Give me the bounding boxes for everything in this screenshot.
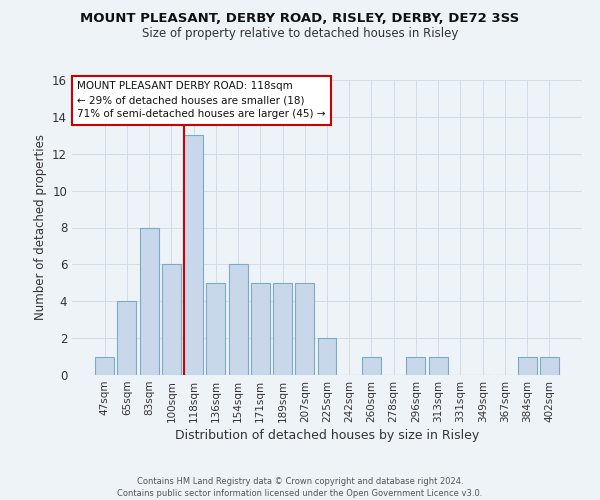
Bar	[229, 264, 248, 375]
Text: MOUNT PLEASANT DERBY ROAD: 118sqm
← 29% of detached houses are smaller (18)
71% : MOUNT PLEASANT DERBY ROAD: 118sqm ← 29% …	[77, 82, 326, 120]
Bar	[540, 356, 559, 375]
Bar	[429, 356, 448, 375]
X-axis label: Distribution of detached houses by size in Risley: Distribution of detached houses by size …	[175, 429, 479, 442]
Y-axis label: Number of detached properties: Number of detached properties	[34, 134, 47, 320]
Bar	[295, 283, 314, 375]
Text: Contains HM Land Registry data © Crown copyright and database right 2024.
Contai: Contains HM Land Registry data © Crown c…	[118, 476, 482, 498]
Text: MOUNT PLEASANT, DERBY ROAD, RISLEY, DERBY, DE72 3SS: MOUNT PLEASANT, DERBY ROAD, RISLEY, DERB…	[80, 12, 520, 26]
Bar	[518, 356, 536, 375]
Bar	[95, 356, 114, 375]
Bar	[206, 283, 225, 375]
Bar	[362, 356, 381, 375]
Bar	[118, 301, 136, 375]
Bar	[406, 356, 425, 375]
Bar	[273, 283, 292, 375]
Bar	[184, 136, 203, 375]
Bar	[251, 283, 270, 375]
Text: Size of property relative to detached houses in Risley: Size of property relative to detached ho…	[142, 28, 458, 40]
Bar	[162, 264, 181, 375]
Bar	[317, 338, 337, 375]
Bar	[140, 228, 158, 375]
